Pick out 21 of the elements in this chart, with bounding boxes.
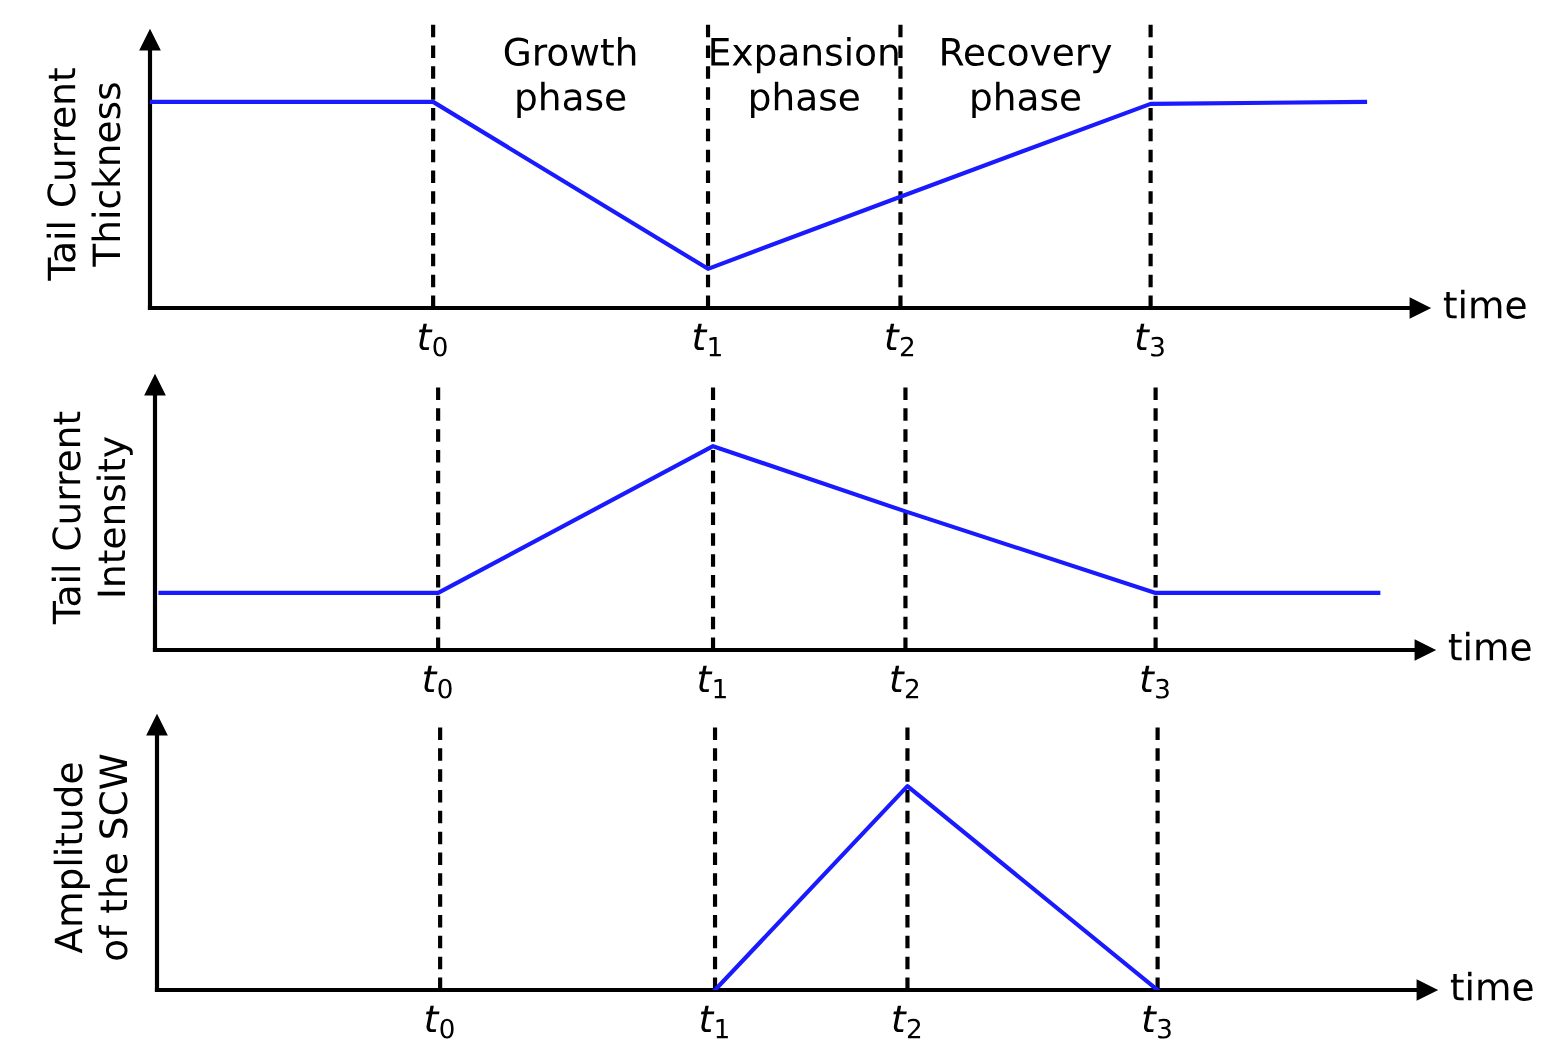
x-tick-label: t$_{3}$ (1143, 1005, 1171, 1039)
x-tick-label: t$_{2}$ (886, 323, 914, 357)
y-axis-title: Tail Current Intensity (51, 411, 133, 625)
x-tick-label: t$_{0}$ (424, 665, 452, 699)
annotation: Recovery phase (942, 38, 1112, 119)
annotation: Expansion phase (711, 36, 898, 119)
y-axis-title: Amplitude of the SCW (53, 754, 128, 960)
x-axis-title: time (1450, 971, 1533, 1001)
x-tick-label: t$_{2}$ (893, 1005, 921, 1039)
x-tick-label: t$_{3}$ (1136, 323, 1164, 357)
x-axis-title: time (1443, 289, 1526, 319)
x-tick-label: t$_{0}$ (419, 323, 447, 357)
x-tick-label: t$_{1}$ (698, 665, 726, 699)
x-tick-label: t$_{3}$ (1141, 665, 1169, 699)
y-axis-title: Tail Current Thickness (46, 68, 121, 281)
x-axis-title: time (1448, 631, 1531, 661)
x-tick-label: t$_{0}$ (426, 1005, 454, 1039)
x-tick-label: t$_{2}$ (891, 665, 919, 699)
x-tick-label: t$_{1}$ (693, 323, 721, 357)
x-tick-label: t$_{1}$ (700, 1005, 728, 1039)
annotation: Growth phase (504, 36, 636, 119)
